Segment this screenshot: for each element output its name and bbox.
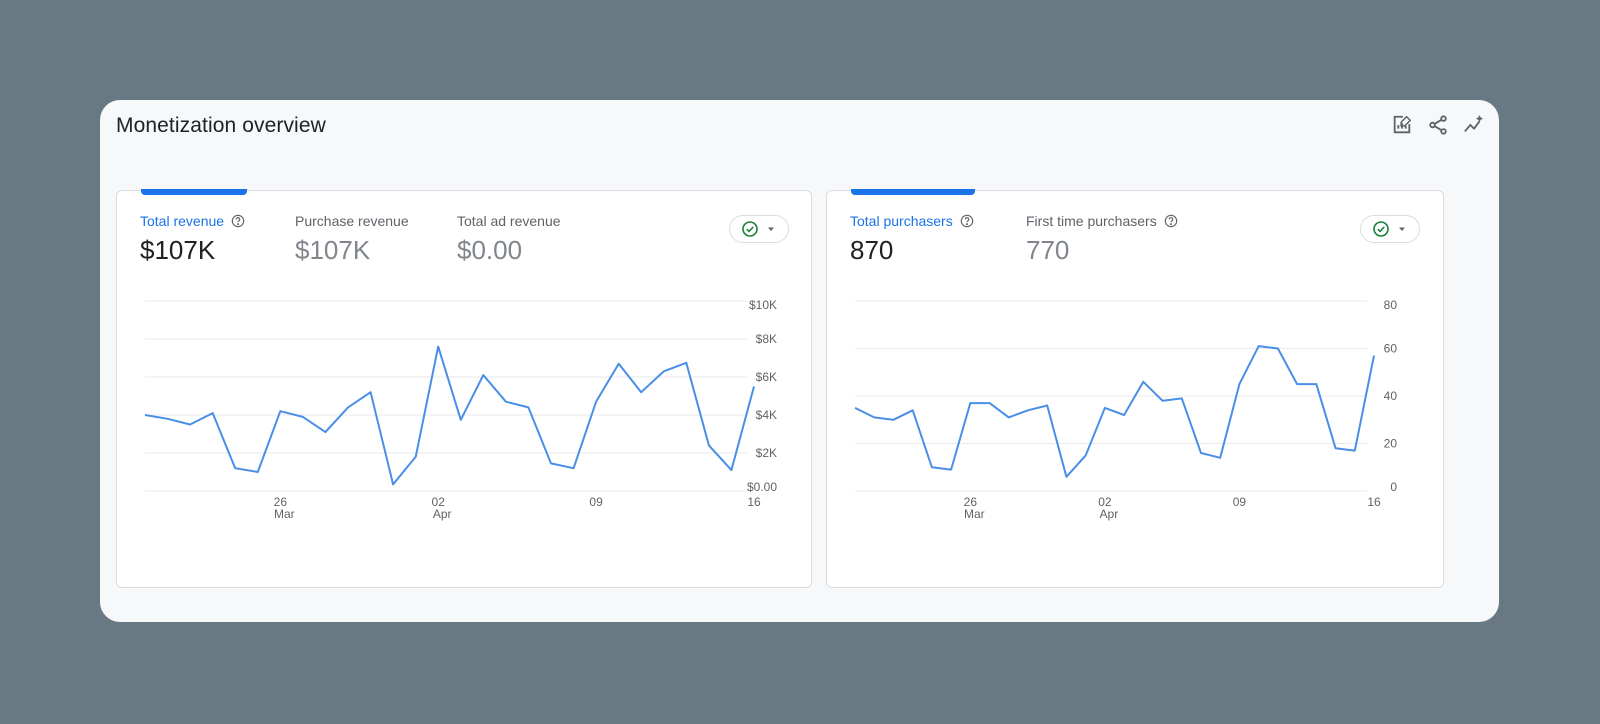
- y-tick-label: 0: [1390, 480, 1397, 494]
- x-tick-label: 26: [964, 495, 978, 509]
- metric-value: $0.00: [457, 235, 523, 265]
- y-tick-label: $6K: [756, 370, 777, 384]
- x-tick-label: 26: [274, 495, 288, 509]
- chevron-down-icon: [768, 227, 774, 231]
- metric-purchase-revenue[interactable]: Purchase revenue $107K: [295, 213, 409, 266]
- y-tick-label: $0.00: [747, 480, 777, 494]
- x-tick-month-label: Mar: [964, 507, 985, 521]
- metric-label-text: Total purchasers: [850, 213, 953, 229]
- x-tick-label: 02: [432, 495, 446, 509]
- page-title: Monetization overview: [116, 114, 326, 137]
- share-icon[interactable]: [1425, 112, 1451, 138]
- metric-label: Purchase revenue: [295, 213, 409, 229]
- help-icon[interactable]: [960, 214, 974, 228]
- help-icon[interactable]: [1164, 214, 1178, 228]
- y-tick-label: $2K: [756, 446, 777, 460]
- y-tick-label: 20: [1384, 437, 1398, 451]
- y-tick-label: 60: [1384, 342, 1398, 356]
- x-tick-label: 02: [1098, 495, 1112, 509]
- metric-total-revenue[interactable]: Total revenue $107K: [140, 213, 245, 266]
- customize-report-icon[interactable]: [1389, 112, 1415, 138]
- card-toolbar: [1389, 112, 1487, 138]
- y-tick-label: 80: [1384, 298, 1398, 312]
- active-tab-indicator: [141, 189, 247, 195]
- check-circle-icon: [742, 221, 758, 237]
- metric-label: Total revenue: [140, 213, 245, 229]
- purchasers-card: Total purchasers 870 First time purchase…: [826, 189, 1444, 588]
- comparison-dropdown[interactable]: [729, 215, 789, 243]
- x-tick-label: 16: [747, 495, 761, 509]
- metric-label-text: First time purchasers: [1026, 213, 1157, 229]
- help-icon[interactable]: [231, 214, 245, 228]
- metric-label: First time purchasers: [1026, 213, 1178, 229]
- x-tick-label: 09: [589, 495, 603, 509]
- series-line: [144, 345, 755, 486]
- metric-label: Total ad revenue: [457, 213, 561, 229]
- y-tick-label: $8K: [756, 332, 777, 346]
- x-tick-month-label: Apr: [433, 507, 452, 521]
- metric-label-text: Total revenue: [140, 213, 225, 229]
- metric-total-purchasers[interactable]: Total purchasers 870: [850, 213, 974, 266]
- monetization-overview-card: Monetization overview Tot: [100, 100, 1499, 622]
- y-tick-label: $4K: [756, 408, 777, 422]
- metric-value: 870: [850, 235, 894, 265]
- revenue-card: Total revenue $107K Purchase revenue $10…: [116, 189, 812, 588]
- x-tick-label: 16: [1367, 495, 1381, 509]
- y-tick-label: 40: [1384, 389, 1398, 403]
- x-tick-label: 09: [1233, 495, 1247, 509]
- y-tick-label: $10K: [749, 298, 777, 312]
- chevron-down-icon: [1399, 227, 1405, 231]
- metric-value: $107K: [140, 235, 216, 265]
- metric-total-ad-revenue[interactable]: Total ad revenue $0.00: [457, 213, 561, 266]
- metric-value: 770: [1026, 235, 1070, 265]
- insights-icon[interactable]: [1461, 112, 1487, 138]
- check-circle-icon: [1373, 221, 1389, 237]
- comparison-dropdown[interactable]: [1360, 215, 1420, 243]
- series-line: [854, 345, 1375, 478]
- metric-first-time-purchasers[interactable]: First time purchasers 770: [1026, 213, 1178, 266]
- metric-label: Total purchasers: [850, 213, 974, 229]
- active-tab-indicator: [851, 189, 975, 195]
- x-tick-month-label: Mar: [274, 507, 295, 521]
- metric-value: $107K: [295, 235, 371, 265]
- x-tick-month-label: Apr: [1100, 507, 1119, 521]
